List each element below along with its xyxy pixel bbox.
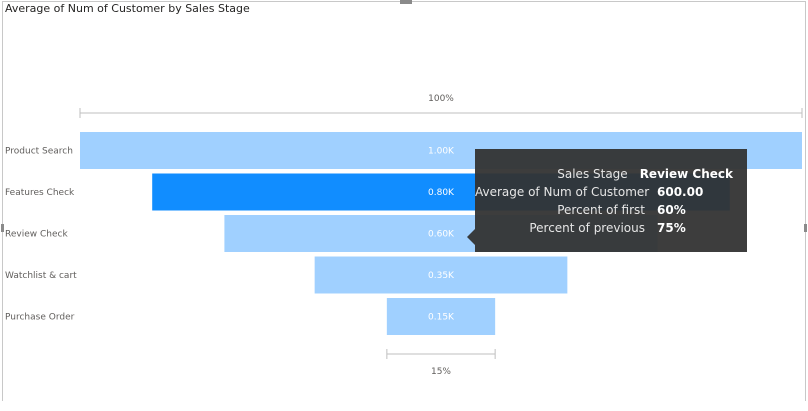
tooltip-value: 60% <box>657 203 686 217</box>
tooltip-label: Average of Num of Customer <box>475 185 650 199</box>
resize-handle-right[interactable] <box>804 224 807 232</box>
tooltip-row-percent-previous: Percent of previous 75% <box>475 219 733 237</box>
chart-title: Average of Num of Customer by Sales Stag… <box>5 2 250 15</box>
bar-data-label: 0.60K <box>428 230 455 240</box>
tooltip-value: 600.00 <box>657 185 704 199</box>
category-label: Features Check <box>5 188 75 198</box>
bar-data-label: 0.15K <box>428 313 455 323</box>
bar-data-label: 0.35K <box>428 271 455 281</box>
category-label: Purchase Order <box>5 313 75 323</box>
resize-handle-top[interactable] <box>400 0 412 4</box>
category-label: Watchlist & cart <box>5 271 77 281</box>
tooltip-value: Review Check <box>639 167 733 181</box>
tooltip-row-average: Average of Num of Customer 600.00 <box>475 183 733 201</box>
bar-data-label: 0.80K <box>428 188 455 198</box>
tooltip: Sales Stage Review Check Average of Num … <box>467 149 747 252</box>
resize-handle-left[interactable] <box>1 224 4 232</box>
tooltip-label: Percent of previous <box>529 221 645 235</box>
tooltip-label: Percent of first <box>557 203 645 217</box>
category-label: Review Check <box>5 230 68 240</box>
tooltip-label: Sales Stage <box>557 167 628 181</box>
top-percent-label: 100% <box>428 94 454 104</box>
tooltip-row-percent-first: Percent of first 60% <box>475 201 733 219</box>
funnel-bar[interactable] <box>386 298 496 335</box>
bar-data-label: 1.00K <box>428 147 455 157</box>
category-label: Product Search <box>5 147 73 157</box>
tooltip-value: 75% <box>657 221 686 235</box>
tooltip-row-sales-stage: Sales Stage Review Check <box>475 165 733 183</box>
bottom-percent-label: 15% <box>431 367 451 377</box>
funnel-bar[interactable] <box>314 256 568 294</box>
